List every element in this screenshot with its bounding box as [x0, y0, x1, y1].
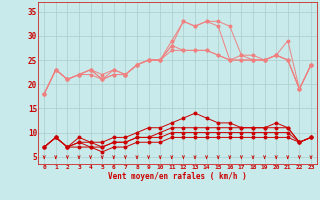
X-axis label: Vent moyen/en rafales ( km/h ): Vent moyen/en rafales ( km/h ) [108, 172, 247, 181]
